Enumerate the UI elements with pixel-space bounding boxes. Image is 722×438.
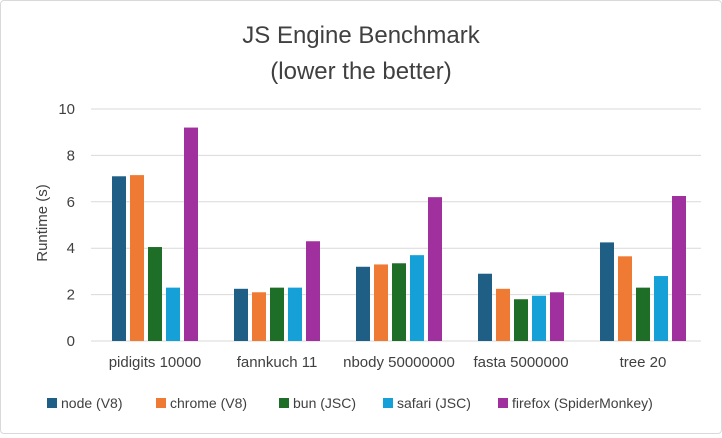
bar xyxy=(252,292,266,341)
bar xyxy=(392,263,406,341)
legend-label: node (V8) xyxy=(61,395,122,411)
x-tick-label: fasta 5000000 xyxy=(473,354,568,371)
x-tick-label: pidigits 10000 xyxy=(109,354,202,371)
bar xyxy=(166,287,180,341)
bar xyxy=(148,247,162,341)
bar xyxy=(514,299,528,341)
y-tick-label: 6 xyxy=(67,194,75,211)
bar xyxy=(428,197,442,341)
bar xyxy=(356,266,370,341)
bar xyxy=(130,175,144,341)
legend-swatch xyxy=(279,398,289,408)
x-tick-label: tree 20 xyxy=(620,354,667,371)
legend-swatch xyxy=(383,398,393,408)
bar xyxy=(550,292,564,341)
x-tick-label: fannkuch 11 xyxy=(237,354,318,371)
bar xyxy=(112,176,126,341)
legend-swatch xyxy=(47,398,57,408)
y-tick-label: 10 xyxy=(58,101,75,118)
bar xyxy=(636,287,650,341)
bar xyxy=(234,288,248,341)
legend-label: safari (JSC) xyxy=(397,395,471,411)
bar xyxy=(618,256,632,341)
bar xyxy=(600,242,614,341)
chart-title: JS Engine Benchmark xyxy=(242,22,480,49)
bar xyxy=(288,287,302,341)
bar xyxy=(532,295,546,341)
legend-swatch xyxy=(156,398,166,408)
bar xyxy=(496,288,510,341)
legend-label: chrome (V8) xyxy=(170,395,247,411)
x-tick-label: nbody 50000000 xyxy=(343,354,455,371)
y-tick-label: 0 xyxy=(67,333,75,350)
bar xyxy=(672,196,686,341)
bar xyxy=(478,273,492,341)
legend-label: firefox (SpiderMonkey) xyxy=(512,395,653,411)
chart-subtitle: (lower the better) xyxy=(270,58,451,85)
y-tick-label: 2 xyxy=(67,287,75,304)
y-tick-label: 4 xyxy=(67,240,75,257)
bar xyxy=(374,264,388,341)
y-axis-label: Runtime (s) xyxy=(34,184,51,262)
legend: node (V8) chrome (V8) bun (JSC) safari (JSC… xyxy=(47,395,653,411)
y-tick-label: 8 xyxy=(67,147,75,164)
bar xyxy=(306,241,320,341)
x-tick-labels: pidigits 10000 fannkuch 11 nbody 50000000 f… xyxy=(109,354,667,371)
bar xyxy=(184,127,198,341)
bars xyxy=(112,127,686,341)
legend-label: bun (JSC) xyxy=(293,395,356,411)
bar xyxy=(654,276,668,341)
bar xyxy=(410,255,424,341)
y-tick-labels: 0 2 4 6 8 10 xyxy=(58,101,75,350)
legend-swatch xyxy=(498,398,508,408)
bar xyxy=(270,287,284,341)
